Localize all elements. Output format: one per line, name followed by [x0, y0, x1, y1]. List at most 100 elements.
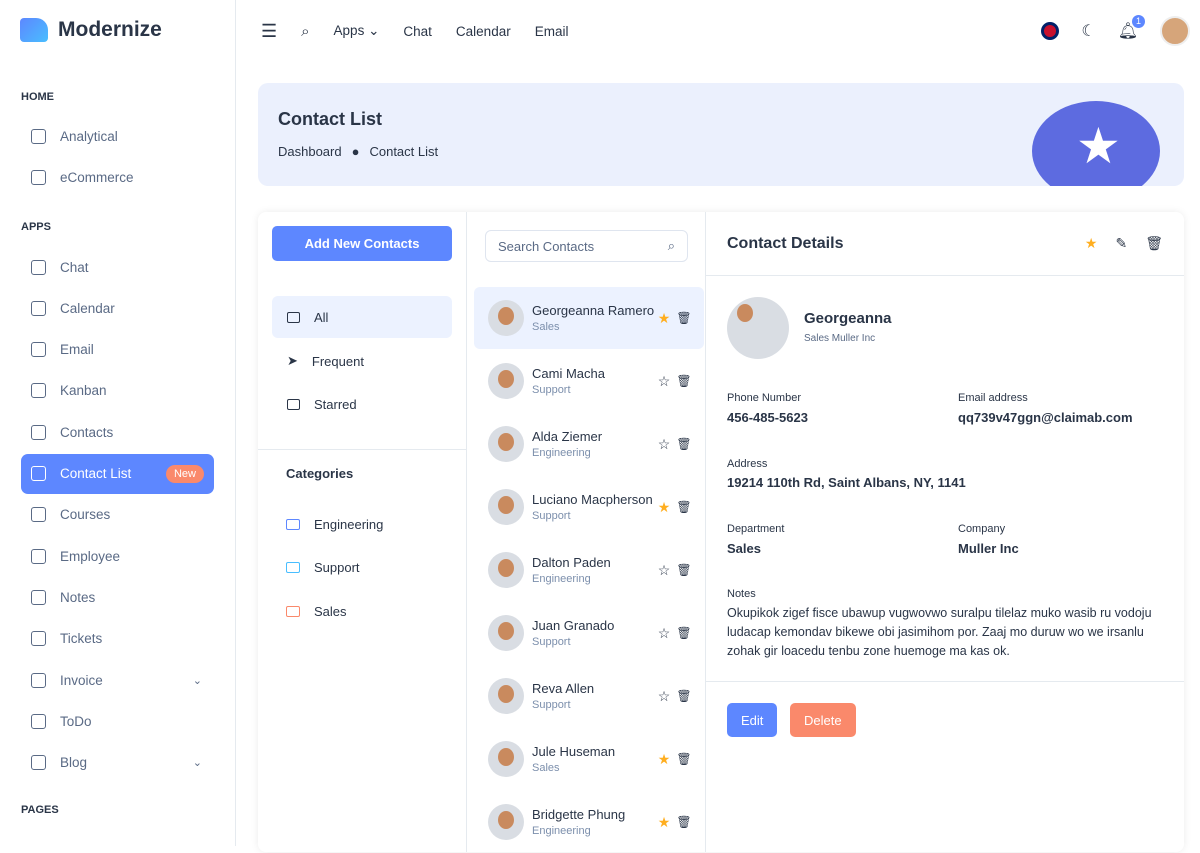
trash-icon[interactable]: 🗑︎	[676, 500, 692, 514]
star-icon[interactable]: ★	[657, 813, 671, 830]
sidebar-item-invoice[interactable]: Invoice ⌄	[21, 660, 214, 700]
star-icon[interactable]: ★	[657, 750, 671, 767]
category-engineering[interactable]: Engineering	[286, 517, 383, 532]
trash-icon[interactable]: 🗑︎	[676, 689, 692, 703]
edit-button[interactable]: Edit	[727, 703, 778, 737]
header-link-email[interactable]: Email	[534, 23, 569, 39]
company-value: Muller Inc	[958, 541, 1019, 556]
header-link-chat[interactable]: Chat	[403, 23, 432, 39]
star-icon[interactable]: ☆	[657, 372, 671, 389]
mail-icon	[31, 342, 46, 358]
address-label: Address	[727, 458, 768, 470]
star-icon[interactable]: ★	[657, 498, 671, 515]
delete-button[interactable]: Delete	[790, 703, 856, 737]
contact-list-item[interactable]: Cami Macha Support ☆ 🗑︎	[474, 350, 704, 412]
chevron-down-icon: ⌄	[192, 674, 202, 687]
courses-icon	[31, 507, 46, 523]
contact-app-card: Add New Contacts All ➤ Frequent Starred C…	[258, 212, 1184, 852]
trash-icon[interactable]: 🗑︎	[676, 437, 692, 451]
filter-frequent[interactable]: ➤ Frequent	[287, 353, 364, 369]
contact-department: Support	[532, 510, 571, 522]
contact-name: Bridgette Phung	[532, 807, 626, 822]
star-icon[interactable]: ☆	[657, 687, 671, 704]
trash-icon[interactable]: 🗑︎	[676, 752, 692, 766]
trash-icon[interactable]: 🗑︎	[1145, 235, 1163, 251]
category-support[interactable]: Support	[286, 560, 360, 575]
sidebar-item-contact-list[interactable]: Contact List New	[21, 453, 214, 494]
sidebar-item-employee[interactable]: Employee	[21, 536, 214, 576]
contact-department: Engineering	[532, 825, 591, 837]
sidebar-item-contacts[interactable]: Contacts	[21, 412, 214, 452]
contact-list-item[interactable]: Luciano Macpherson Support ★ 🗑︎	[474, 476, 704, 538]
address-value: 19214 110th Rd, Saint Albans, NY, 1141	[727, 475, 966, 490]
add-new-contacts-button[interactable]: Add New Contacts	[272, 226, 452, 261]
contact-name: Luciano Macpherson	[532, 492, 653, 507]
contact-avatar	[727, 297, 789, 359]
brand-name: Modernize	[58, 18, 162, 41]
apps-menu[interactable]: Apps ⌄	[333, 23, 380, 38]
contact-department: Engineering	[532, 447, 591, 459]
contact-list-item[interactable]: Georgeanna Ramero Sales ★ 🗑︎	[474, 287, 704, 349]
shield-icon	[31, 548, 46, 564]
contact-list-item[interactable]: Bridgette Phung Engineering ★ 🗑︎	[474, 791, 704, 853]
category-sales[interactable]: Sales	[286, 604, 347, 619]
trash-icon[interactable]: 🗑︎	[676, 563, 692, 577]
trash-icon[interactable]: 🗑︎	[676, 374, 692, 388]
star-icon[interactable]: ☆	[657, 435, 671, 452]
filter-starred[interactable]: Starred	[272, 383, 452, 425]
bell-icon[interactable]: 🔔︎ 1	[1118, 15, 1145, 41]
note-icon	[287, 398, 300, 410]
edit-icon[interactable]: ✎	[1115, 235, 1128, 251]
moon-icon[interactable]: ☾	[1081, 23, 1096, 40]
contact-details-panel: Contact Details ★ ✎ 🗑︎ Georgeanna Sales Mu…	[706, 212, 1184, 852]
sidebar-item-blog[interactable]: Blog ⌄	[21, 743, 214, 783]
filter-all[interactable]: All	[272, 296, 452, 338]
contact-list-item[interactable]: Jule Huseman Sales ★ 🗑︎	[474, 728, 704, 790]
department-label: Department	[727, 523, 785, 535]
star-icon[interactable]: ☆	[657, 561, 671, 578]
contact-list-item[interactable]: Alda Ziemer Engineering ☆ 🗑︎	[474, 413, 704, 475]
trash-icon[interactable]: 🗑︎	[676, 626, 692, 640]
header-link-calendar[interactable]: Calendar	[455, 23, 511, 39]
sidebar-item-courses[interactable]: Courses	[21, 495, 214, 535]
logo[interactable]: Modernize	[20, 18, 162, 42]
contact-name: Juan Granado	[532, 618, 615, 633]
search-icon[interactable]: ⌕	[301, 22, 310, 40]
sidebar-item-analytical[interactable]: Analytical	[21, 116, 214, 156]
kanban-icon	[31, 383, 46, 399]
contact-list-item[interactable]: Reva Allen Support ☆ 🗑︎	[474, 665, 704, 727]
contact-department: Sales	[532, 321, 560, 333]
message-icon	[31, 259, 46, 275]
aperture-icon	[31, 128, 46, 144]
sidebar-item-todo[interactable]: ToDo	[21, 701, 214, 741]
menu-icon[interactable]: ☰	[261, 20, 278, 41]
sidebar-item-notes[interactable]: Notes	[21, 577, 214, 617]
contact-avatar	[488, 678, 524, 714]
sidebar-item-kanban[interactable]: Kanban	[21, 371, 214, 411]
contact-name: Alda Ziemer	[532, 429, 603, 444]
contact-avatar	[488, 741, 524, 777]
search-contacts-input[interactable]: Search Contacts ⌕	[485, 230, 688, 262]
star-icon[interactable]: ★	[657, 309, 671, 326]
breadcrumb-dashboard[interactable]: Dashboard	[278, 144, 342, 159]
blog-icon	[31, 755, 46, 771]
user-avatar[interactable]	[1160, 16, 1190, 46]
ticket-icon	[31, 631, 46, 647]
sidebar-item-email[interactable]: Email	[21, 330, 214, 370]
star-icon[interactable]: ☆	[657, 624, 671, 641]
sidebar-item-calendar[interactable]: Calendar	[21, 288, 214, 328]
sidebar-item-chat[interactable]: Chat	[21, 247, 214, 287]
contact-list-item[interactable]: Dalton Paden Engineering ☆ 🗑︎	[474, 539, 704, 601]
flag-icon[interactable]	[1041, 22, 1060, 40]
sidebar-item-ecommerce[interactable]: eCommerce	[21, 157, 214, 197]
sidebar-item-tickets[interactable]: Tickets	[21, 619, 214, 659]
trash-icon[interactable]: 🗑︎	[676, 815, 692, 829]
page-title: Contact List	[278, 109, 383, 129]
star-icon[interactable]: ★	[1084, 235, 1098, 251]
trash-icon[interactable]: 🗑︎	[676, 311, 692, 325]
calendar-icon	[31, 300, 46, 316]
contact-list-item[interactable]: Juan Granado Support ☆ 🗑︎	[474, 602, 704, 664]
phone-icon	[31, 424, 46, 440]
banner-illustration: ★	[1032, 101, 1160, 186]
phone-label: Phone Number	[727, 392, 801, 404]
